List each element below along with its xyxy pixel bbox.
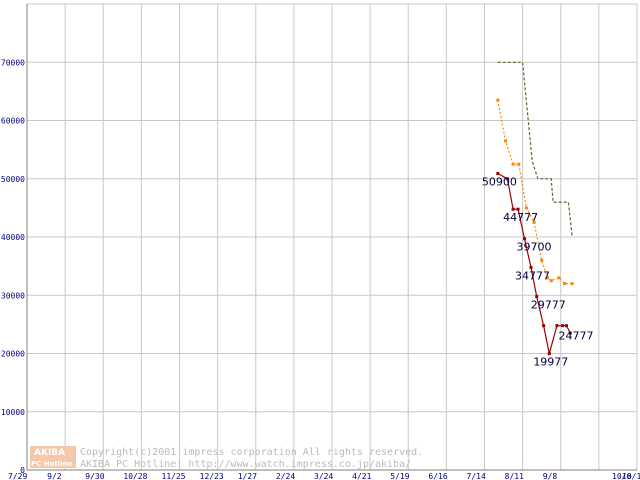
x-tick-label: 9/8: [543, 472, 558, 480]
data-label: 44777: [503, 211, 538, 224]
series-point-1: [511, 207, 515, 211]
series-point-2: [540, 258, 544, 262]
series-point-2: [557, 276, 561, 280]
series-point-2: [511, 162, 515, 166]
data-label: 39700: [517, 241, 552, 254]
axes: [26, 4, 637, 471]
series-point-1: [542, 324, 546, 328]
data-label: 50900: [482, 176, 517, 189]
x-tick-label: 12/23: [200, 472, 224, 480]
series-point-2: [524, 206, 528, 210]
x-tick-label: 10/6: [612, 472, 631, 480]
series-line-2: [497, 99, 573, 285]
watermark: AKIBA PC Hotline Copyright(c)2001 impres…: [30, 446, 423, 470]
x-tick-label: 11/25: [162, 472, 186, 480]
series-point-1: [568, 331, 572, 335]
series-point-2: [570, 282, 574, 286]
y-tick-label: 0: [20, 466, 25, 475]
x-tick-label: 9/2: [47, 472, 62, 480]
series-point-2: [503, 139, 507, 143]
x-tick-label: 8/11: [505, 472, 524, 480]
series-point-2: [517, 162, 521, 166]
watermark-logo-bottom: PC Hotline: [31, 460, 73, 468]
x-tick-label: 10/13: [622, 472, 640, 480]
series-point-1: [547, 352, 551, 356]
data-label: 34777: [515, 269, 550, 282]
series-point-2: [563, 282, 567, 286]
data-labels: 50900 44777 39700 34777 29777 19977 24777: [482, 176, 594, 369]
x-tick-label: 2/24: [276, 472, 295, 480]
series-point-2: [549, 279, 553, 283]
series-point-1: [561, 324, 565, 328]
series-point-2: [496, 98, 500, 102]
series-point-1: [516, 207, 520, 211]
y-tick-label: 70000: [1, 58, 25, 67]
y-tick-label: 60000: [1, 117, 25, 126]
y-tick-label: 30000: [1, 291, 25, 300]
watermark-logo: [30, 446, 76, 468]
series-point-1: [555, 324, 559, 328]
series-point-2: [545, 276, 549, 280]
copyright-line-1: Copyright(c)2001 impress corporation All…: [80, 447, 423, 458]
data-label: 24777: [558, 330, 593, 343]
y-tick-label: 10000: [1, 408, 25, 417]
data-label: 29777: [531, 299, 566, 312]
x-tick-label: 7/29: [8, 472, 27, 480]
x-tick-label: 10/28: [123, 472, 147, 480]
y-tick-labels: 10000 20000 30000 40000 50000 60000 70000 0: [1, 58, 25, 475]
series-point-1: [564, 324, 568, 328]
watermark-logo-top: AKIBA: [34, 448, 65, 458]
copyright-line-2: AKIBA PC Hotline! http://www.watch.impre…: [80, 459, 411, 470]
x-tick-label: 3/24: [314, 472, 333, 480]
x-tick-label: 7/14: [467, 472, 486, 480]
series-point-2: [532, 220, 536, 224]
series-point-1: [523, 237, 527, 241]
data-label: 19977: [533, 356, 568, 369]
series-line-3: [497, 61, 573, 238]
x-tick-label: 1/27: [238, 472, 257, 480]
series-point-1: [496, 172, 500, 176]
y-tick-label: 20000: [1, 350, 25, 359]
x-tick-label: 9/30: [85, 472, 104, 480]
series-point-1: [535, 295, 539, 299]
series-group: [496, 61, 574, 356]
x-tick-label: 4/21: [352, 472, 371, 480]
y-tick-label: 40000: [1, 233, 25, 242]
series-point-1: [505, 177, 509, 181]
x-tick-labels: 7/29 9/2 9/30 10/28 11/25 12/23 1/27 2/24 3/24 4/…: [8, 472, 640, 480]
x-tick-label: 5/19: [390, 472, 409, 480]
x-tick-label: 6/16: [428, 472, 447, 480]
series-point-1: [529, 265, 533, 269]
y-tick-label: 50000: [1, 175, 25, 184]
